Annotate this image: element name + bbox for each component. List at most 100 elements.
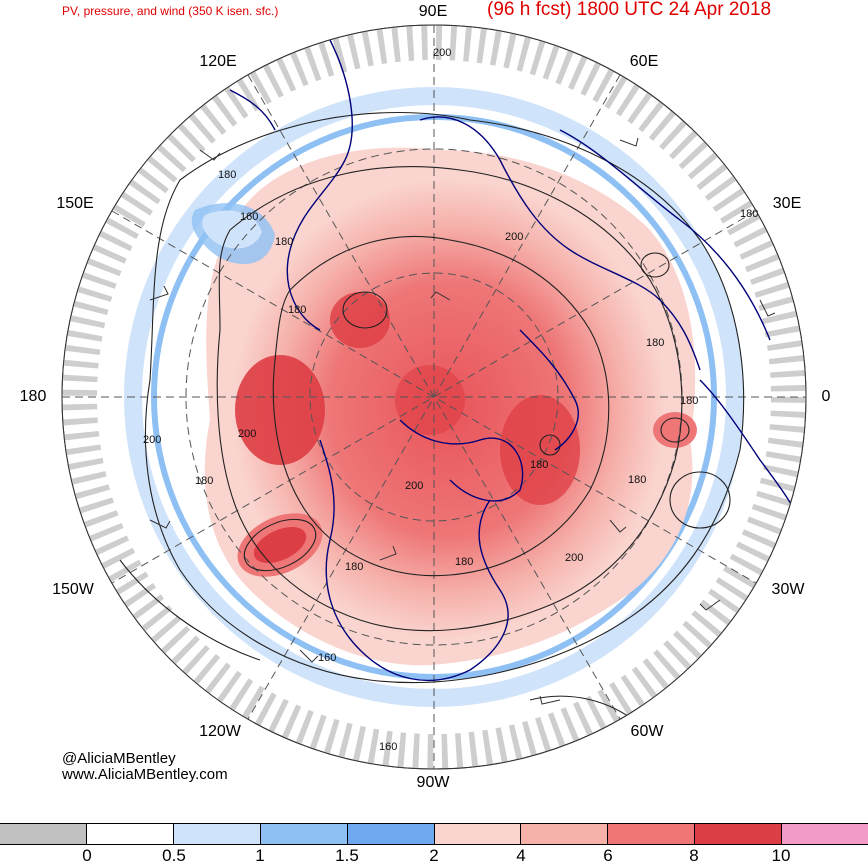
contour-label: 180 [680,395,698,407]
colorbar-tick-label: 0.5 [162,846,186,865]
colorbar-tick-label: 4 [516,846,526,865]
wind-barb [149,519,171,529]
coast-north-america-east [469,499,509,671]
contour-label: 200 [238,428,256,440]
contour-small-east [539,434,561,456]
coast-asia-north [419,116,701,371]
coast-north-america-west [319,439,471,682]
map-disk-outline [61,24,807,770]
wind-barb [379,545,397,561]
pv-cutoff-core [253,526,307,564]
contour-label: 180 [288,304,306,316]
contour-label: 180 [218,169,236,181]
lon-label-90e: 90E [418,3,448,20]
contour-label: 180 [455,556,473,568]
contour-east-low [660,417,690,443]
lon-label-150w: 150W [52,581,94,598]
colorbar-segment [173,824,261,844]
colorbar-tick-label: 6 [603,846,613,865]
wind-barb [699,599,721,611]
pv-core-west [235,355,325,465]
lon-label-0: 0 [821,388,831,405]
lon-label-120e: 120E [199,53,237,70]
lon-label-90w: 90W [416,774,450,791]
lon-label-30w: 30W [771,581,805,598]
author-website: www.AliciaMBentley.com [62,766,228,783]
colorbar-segment [260,824,348,844]
polar-map: 200 180 160 180 200 180 180 180 200 200 … [19,3,831,791]
pv-core-north [330,292,390,348]
pv-blue-intrusion-inner [202,210,262,249]
map-title: PV, pressure, and wind (350 K isen. sfc.… [62,4,279,18]
lon-label-180: 180 [19,388,47,405]
colorbar-segment [0,824,87,844]
colorbar-segment [608,824,696,844]
meridian-30e-150w [111,210,757,584]
lon-label-60e: 60E [629,53,659,70]
colorbar-tick-label: 1.5 [335,846,359,865]
contour-high-30w [669,471,731,529]
contour-label: 200 [505,231,523,243]
contour-low-30e [640,252,670,278]
colorbar-segment [695,824,783,844]
contour-north-low [342,291,388,329]
wind-barbs [149,137,776,705]
contour-label: 200 [565,552,583,564]
coast-japan [229,89,276,131]
contour-label: 180 [195,475,213,487]
pv-core-east [500,395,580,505]
lon-label-30e: 30E [772,195,802,212]
contour-cutoff [243,518,317,572]
lon-label-120w: 120W [199,723,241,740]
contour-label: 160 [379,741,397,753]
wind-barb [609,519,627,533]
pv-feature-east [653,412,697,448]
wind-barb [759,299,776,317]
coast-asia-east [286,39,353,331]
coast-canada-arctic [399,419,524,502]
colorbar-segment [86,824,174,844]
lon-label-150e: 150E [56,195,94,212]
wind-barb [149,285,169,301]
forecast-time-title: (96 h fcst) 1800 UTC 24 Apr 2018 [487,0,772,20]
coast-europe [559,129,771,341]
contour-inner [272,235,610,577]
author-handle: @AliciaMBentley [62,750,176,767]
pv-core-center [395,365,465,435]
contour-labels: 200 180 160 180 200 180 180 180 200 200 … [143,47,758,753]
coast-africa-north [699,379,801,521]
contour-label: 180 [345,561,363,573]
colorbar-segment [521,824,609,844]
pv-colorbar [0,823,868,845]
colorbar-tick-label: 0 [82,846,92,865]
wind-barb [299,649,319,663]
contour-label: 180 [275,236,293,248]
contour-label: 200 [405,480,423,492]
contour-label: 180 [646,337,664,349]
wind-barb [430,291,451,301]
coastlines [229,39,801,682]
colorbar-tick-label: 10 [771,846,791,865]
coast-greenland [519,329,579,451]
contour-label: 160 [318,652,336,664]
colorbar-tick-label: 1 [255,846,265,865]
wind-barb [539,695,561,705]
contour-label: 180 [530,459,548,471]
colorbar-segment [347,824,435,844]
wind-barb [619,137,639,147]
wind-barb [199,149,221,161]
colorbar-tick-label: 2 [429,846,439,865]
contour-outer [144,112,745,684]
contour-middle [216,166,683,632]
contour-label: 180 [740,208,758,220]
contour-label: 180 [628,474,646,486]
contour-label: 160 [240,211,258,223]
colorbar-segment [434,824,522,844]
contour-label: 200 [143,434,161,446]
contour-southwest [119,559,261,661]
polar-map-svg: 200 180 160 180 200 180 180 180 200 200 … [61,24,807,770]
contour-label: 200 [433,47,451,59]
colorbar-tick-label: 8 [689,846,699,865]
lon-label-60w: 60W [630,723,664,740]
colorbar-segment [782,824,868,844]
